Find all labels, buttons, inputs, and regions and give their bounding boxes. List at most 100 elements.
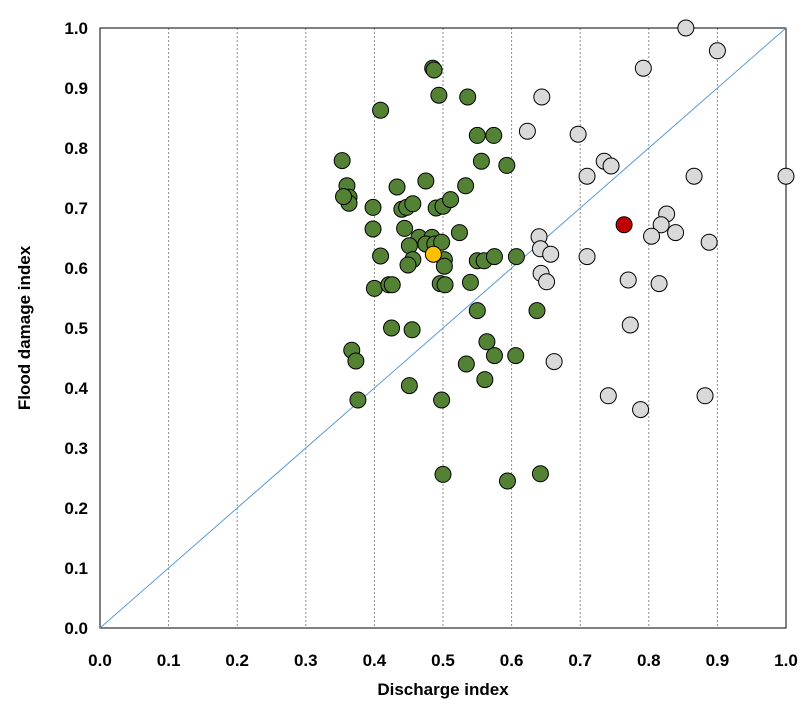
scatter-point: [632, 401, 650, 419]
scatter-point: [365, 279, 383, 297]
scatter-point: [531, 465, 549, 483]
scatter-point: [528, 302, 546, 320]
scatter-point: [433, 391, 451, 409]
x-tick-label: 0.1: [157, 651, 181, 670]
y-tick-label: 0.2: [64, 499, 88, 518]
y-tick-label: 0.0: [64, 619, 88, 638]
y-tick-labels: 0.0 0.1 0.2 0.3 0.4 0.5 0.6 0.7 0.8 0.9 1.0: [64, 19, 88, 638]
x-tick-label: 0.6: [500, 651, 524, 670]
scatter-point: [468, 126, 486, 144]
y-tick-label: 0.4: [64, 379, 88, 398]
scatter-point: [430, 86, 448, 104]
scatter-point: [478, 333, 496, 351]
y-tick-label: 0.8: [64, 139, 88, 158]
scatter-point: [538, 273, 556, 291]
scatter-point: [333, 152, 351, 170]
scatter-point: [476, 371, 494, 389]
scatter-point: [578, 248, 596, 266]
scatter-point: [602, 157, 620, 175]
x-tick-label: 0.3: [294, 651, 318, 670]
scatter-point: [396, 219, 414, 237]
y-axis-title: Flood damage index: [15, 245, 34, 410]
scatter-point: [347, 352, 365, 370]
scatter-point: [685, 167, 703, 185]
scatter-point: [399, 256, 417, 274]
scatter-point: [461, 273, 479, 291]
scatter-point: [643, 227, 661, 245]
scatter-point: [485, 248, 503, 266]
scatter-point: [436, 276, 454, 294]
plot-area-border: [99, 27, 787, 629]
scatter-point: [450, 224, 468, 242]
scatter-point: [533, 88, 551, 106]
x-tick-labels: 0.0 0.1 0.2 0.3 0.4 0.5 0.6 0.7 0.8 0.9 1.0: [88, 651, 798, 670]
y-tick-label: 0.9: [64, 79, 88, 98]
scatter-point: [335, 188, 353, 206]
scatter-point: [578, 167, 596, 185]
scatter-point: [364, 220, 382, 238]
x-tick-label: 0.7: [568, 651, 592, 670]
scatter-point: [615, 216, 633, 234]
scatter-point: [404, 195, 422, 213]
scatter-point: [383, 276, 401, 294]
scatter-point: [652, 216, 670, 234]
scatter-point: [708, 42, 726, 60]
x-tick-label: 0.2: [225, 651, 249, 670]
scatter-point: [667, 224, 685, 242]
x-tick-label: 0.9: [706, 651, 730, 670]
scatter-point: [417, 172, 435, 190]
x-axis-title: Discharge index: [377, 680, 509, 699]
x-tick-label: 0.8: [637, 651, 661, 670]
y-tick-label: 0.1: [64, 559, 88, 578]
scatter-point: [542, 245, 560, 263]
y-tick-label: 0.7: [64, 199, 88, 218]
scatter-point: [372, 247, 390, 265]
scatter-point: [599, 387, 617, 405]
scatter-point: [621, 316, 639, 334]
scatter-point: [485, 126, 503, 144]
scatter-point: [777, 167, 795, 185]
scatter-point: [619, 271, 637, 289]
scatter-point: [507, 248, 525, 266]
scatter-point: [507, 347, 525, 365]
scatter-point: [518, 122, 536, 140]
scatter-point: [498, 156, 516, 174]
x-tick-label: 0.5: [431, 651, 455, 670]
scatter-point: [472, 152, 490, 170]
scatter-point: [434, 465, 452, 483]
scatter-point: [424, 245, 442, 263]
scatter-point: [700, 233, 718, 251]
scatter-point: [349, 391, 367, 409]
scatter-point: [545, 353, 563, 371]
scatter-point: [400, 377, 418, 395]
scatter-point: [403, 321, 421, 339]
scatter-point: [425, 61, 443, 79]
scatter-point: [364, 198, 382, 216]
one-to-one-reference-line: [99, 27, 787, 629]
scatter-point: [433, 233, 451, 251]
scatter-point: [442, 191, 460, 209]
y-tick-label: 0.3: [64, 439, 88, 458]
scatter-point: [457, 355, 475, 373]
scatter-point: [383, 319, 401, 337]
scatter-point: [677, 19, 695, 37]
x-tick-label: 1.0: [774, 651, 798, 670]
scatter-point: [696, 387, 714, 405]
y-tick-label: 1.0: [64, 19, 88, 38]
scatter-point: [459, 88, 477, 106]
scatter-point: [498, 472, 516, 490]
scatter-point: [435, 257, 453, 275]
scatter-point: [457, 177, 475, 195]
x-tick-label: 0.0: [88, 651, 112, 670]
y-tick-label: 0.5: [64, 319, 88, 338]
scatter-point: [372, 101, 390, 119]
data-points: [333, 19, 795, 490]
scatter-point: [569, 125, 587, 143]
scatter-point: [650, 275, 668, 293]
scatter-point: [634, 59, 652, 77]
scatter-point: [468, 302, 486, 320]
scatter-point: [388, 178, 406, 196]
y-tick-label: 0.6: [64, 259, 88, 278]
x-tick-label: 0.4: [363, 651, 387, 670]
